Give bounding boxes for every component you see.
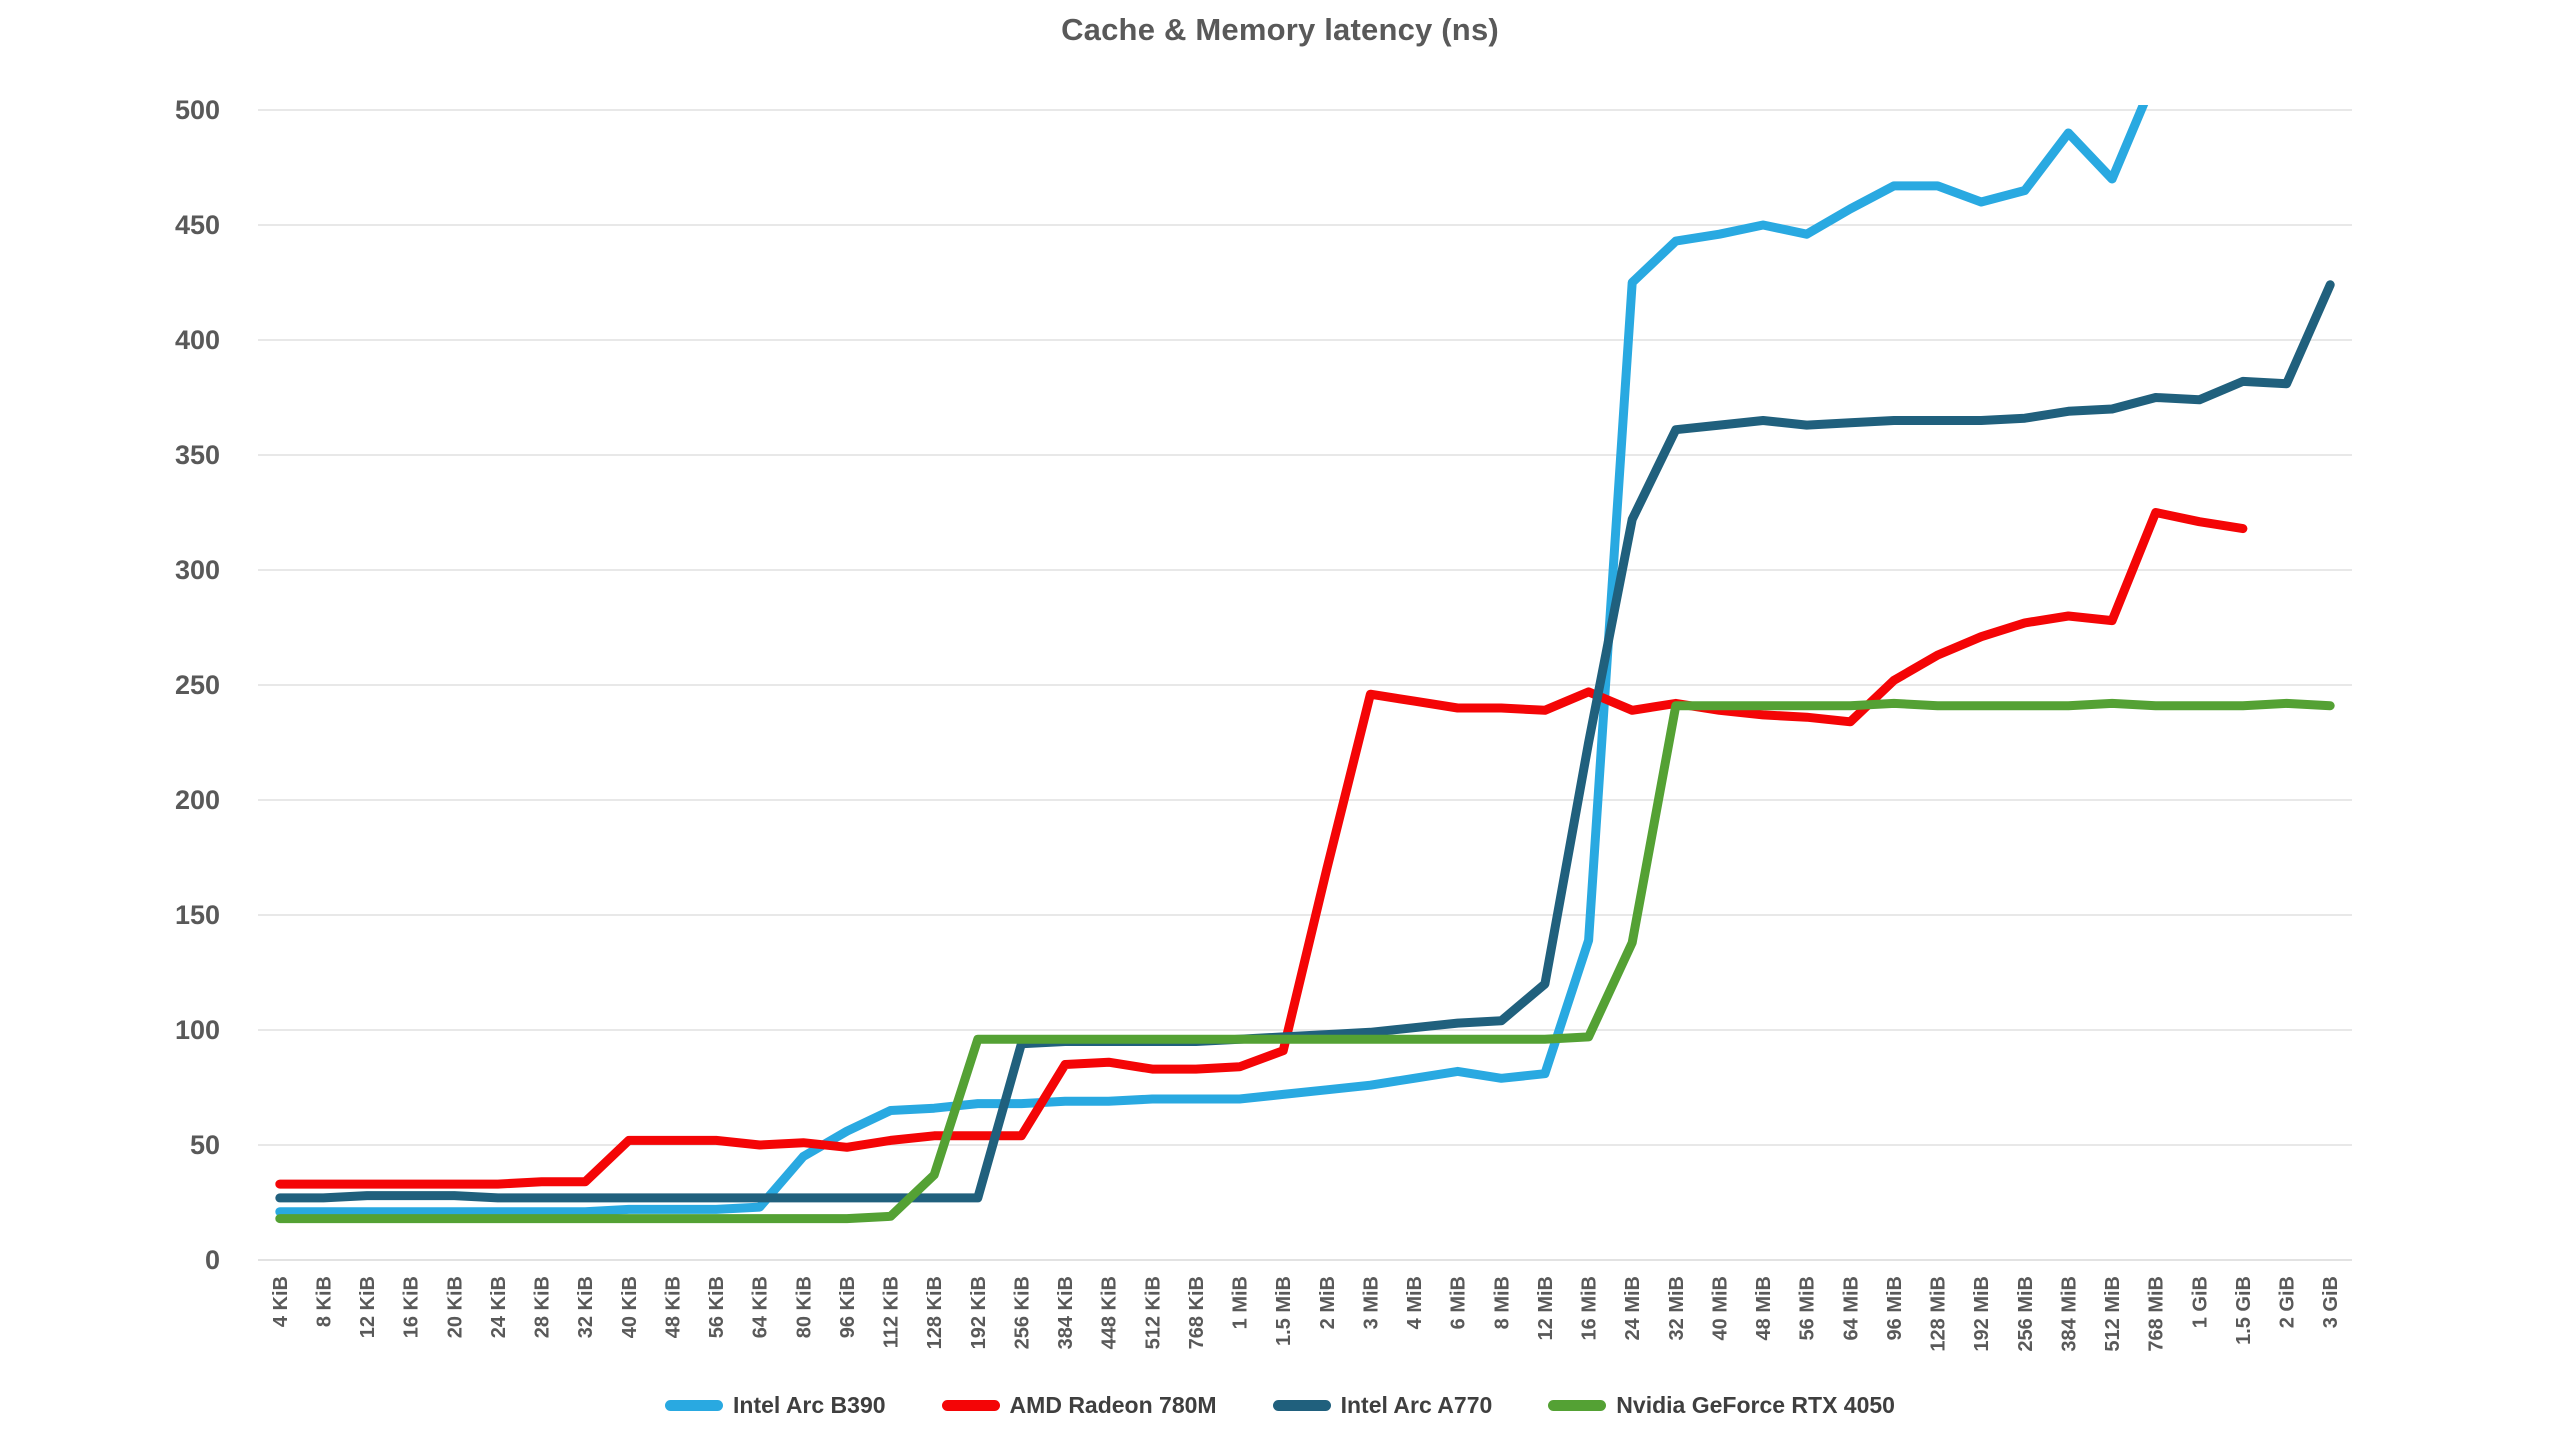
legend-swatch-nvidia-geforce-rtx-4050-icon — [1548, 1400, 1607, 1411]
svg-text:1.5 GiB: 1.5 GiB — [2233, 1276, 2255, 1345]
svg-text:32 KiB: 32 KiB — [575, 1276, 597, 1338]
svg-text:56 MiB: 56 MiB — [1797, 1276, 1819, 1340]
svg-text:192 KiB: 192 KiB — [968, 1276, 990, 1349]
svg-text:112 KiB: 112 KiB — [881, 1276, 903, 1348]
svg-text:4 KiB: 4 KiB — [270, 1276, 292, 1327]
svg-text:448 KiB: 448 KiB — [1099, 1276, 1121, 1349]
svg-text:48 MiB: 48 MiB — [1753, 1276, 1775, 1340]
svg-text:200: 200 — [175, 785, 220, 815]
svg-text:32 MiB: 32 MiB — [1666, 1276, 1688, 1340]
legend-entry-intel-arc-a770: Intel Arc A770 — [1272, 1392, 1493, 1419]
series-line-intel-arc-a770 — [275, 280, 2335, 1203]
svg-text:96 KiB: 96 KiB — [837, 1276, 859, 1338]
series-line-intel-arc-b390 — [275, 105, 2149, 1217]
legend-label: Intel Arc A770 — [1340, 1392, 1493, 1418]
svg-text:350: 350 — [175, 440, 220, 470]
svg-text:24 KiB: 24 KiB — [488, 1276, 510, 1338]
svg-text:8 MiB: 8 MiB — [1491, 1276, 1513, 1329]
legend-swatch-intel-arc-a770-icon — [1272, 1400, 1331, 1411]
svg-text:2 GiB: 2 GiB — [2277, 1276, 2299, 1328]
svg-text:192 MiB: 192 MiB — [1971, 1276, 1993, 1352]
svg-text:4 MiB: 4 MiB — [1404, 1276, 1426, 1329]
svg-text:8 KiB: 8 KiB — [313, 1276, 335, 1327]
svg-text:512 MiB: 512 MiB — [2102, 1276, 2124, 1352]
svg-text:256 MiB: 256 MiB — [2015, 1276, 2037, 1352]
svg-text:3 GiB: 3 GiB — [2320, 1276, 2342, 1328]
series-line-nvidia-geforce-rtx-4050 — [275, 698, 2335, 1224]
svg-text:6 MiB: 6 MiB — [1448, 1276, 1470, 1329]
svg-text:500: 500 — [175, 95, 220, 125]
legend-entry-amd-radeon-780m: AMD Radeon 780M — [941, 1392, 1217, 1419]
svg-text:12 KiB: 12 KiB — [357, 1276, 379, 1338]
svg-text:12 MiB: 12 MiB — [1535, 1276, 1557, 1340]
svg-text:1 GiB: 1 GiB — [2189, 1276, 2211, 1328]
svg-text:40 MiB: 40 MiB — [1709, 1276, 1731, 1340]
legend-label: AMD Radeon 780M — [1009, 1392, 1217, 1418]
svg-text:150: 150 — [175, 900, 220, 930]
svg-text:96 MiB: 96 MiB — [1884, 1276, 1906, 1340]
series-lines — [275, 105, 2335, 1224]
svg-text:100: 100 — [175, 1015, 220, 1045]
svg-text:256 KiB: 256 KiB — [1011, 1276, 1033, 1349]
legend-entry-intel-arc-b390: Intel Arc B390 — [665, 1392, 886, 1419]
svg-text:64 MiB: 64 MiB — [1840, 1276, 1862, 1340]
svg-text:16 KiB: 16 KiB — [401, 1276, 423, 1338]
gridlines — [258, 109, 2352, 1261]
svg-text:384 MiB: 384 MiB — [2058, 1276, 2080, 1352]
svg-text:20 KiB: 20 KiB — [444, 1276, 466, 1338]
svg-text:48 KiB: 48 KiB — [662, 1276, 684, 1338]
svg-text:1 MiB: 1 MiB — [1230, 1276, 1252, 1329]
chart-title: Cache & Memory latency (ns) — [1061, 12, 1499, 47]
svg-text:512 KiB: 512 KiB — [1142, 1276, 1164, 1349]
legend-entry-nvidia-geforce-rtx-4050: Nvidia GeForce RTX 4050 — [1548, 1392, 1895, 1419]
svg-text:56 KiB: 56 KiB — [706, 1276, 728, 1338]
legend-label: Nvidia GeForce RTX 4050 — [1616, 1392, 1895, 1418]
svg-text:128 MiB: 128 MiB — [1928, 1276, 1950, 1352]
legend-swatch-intel-arc-b390-icon — [665, 1400, 723, 1411]
legend-swatch-amd-radeon-780m-icon — [941, 1400, 1000, 1411]
svg-text:40 KiB: 40 KiB — [619, 1276, 641, 1338]
svg-text:300: 300 — [175, 555, 220, 585]
svg-text:384 KiB: 384 KiB — [1055, 1276, 1077, 1349]
svg-text:64 KiB: 64 KiB — [750, 1276, 772, 1338]
legend-label: Intel Arc B390 — [733, 1392, 886, 1418]
svg-text:28 KiB: 28 KiB — [532, 1276, 554, 1338]
svg-text:0: 0 — [205, 1245, 220, 1275]
svg-text:2 MiB: 2 MiB — [1317, 1276, 1339, 1329]
legend: Intel Arc B390 AMD Radeon 780M Intel Arc… — [0, 1392, 2560, 1419]
svg-text:250: 250 — [175, 670, 220, 700]
svg-text:450: 450 — [175, 210, 220, 240]
series-line-amd-radeon-780m — [275, 508, 2248, 1189]
svg-text:80 KiB: 80 KiB — [793, 1276, 815, 1338]
svg-text:1.5 MiB: 1.5 MiB — [1273, 1276, 1295, 1346]
svg-text:768 KiB: 768 KiB — [1186, 1276, 1208, 1349]
svg-text:128 KiB: 128 KiB — [924, 1276, 946, 1349]
svg-text:400: 400 — [175, 325, 220, 355]
svg-text:16 MiB: 16 MiB — [1579, 1276, 1601, 1340]
svg-text:768 MiB: 768 MiB — [2146, 1276, 2168, 1352]
svg-text:3 MiB: 3 MiB — [1360, 1276, 1382, 1329]
svg-text:24 MiB: 24 MiB — [1622, 1276, 1644, 1340]
y-axis-labels: 0 50 100 150 200 250 300 350 400 450 500 — [175, 95, 220, 1275]
svg-text:50: 50 — [190, 1130, 220, 1160]
x-axis-labels: 4 KiB 8 KiB 12 KiB 16 KiB 20 KiB 24 KiB 28 KiB… — [270, 1276, 2342, 1352]
